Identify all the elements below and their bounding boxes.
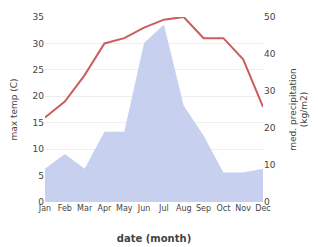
svg-text:med. precipitation(kg/m2): med. precipitation(kg/m2)	[288, 68, 310, 150]
svg-text:0: 0	[264, 197, 270, 207]
svg-text:Jan: Jan	[38, 204, 51, 213]
svg-text:20: 20	[264, 123, 276, 133]
svg-text:May: May	[116, 204, 133, 213]
svg-text:Mar: Mar	[77, 204, 93, 213]
svg-text:Nov: Nov	[235, 204, 251, 213]
svg-text:30: 30	[264, 86, 276, 96]
svg-text:date (month): date (month)	[117, 233, 191, 244]
svg-text:15: 15	[33, 118, 44, 128]
svg-text:Aug: Aug	[176, 204, 192, 213]
svg-text:30: 30	[33, 39, 45, 49]
svg-text:35: 35	[33, 12, 44, 22]
svg-text:Feb: Feb	[58, 204, 72, 213]
svg-text:5: 5	[38, 171, 44, 181]
svg-text:Sep: Sep	[196, 204, 211, 213]
svg-text:50: 50	[264, 12, 276, 22]
svg-text:10: 10	[33, 144, 45, 154]
svg-text:Apr: Apr	[98, 204, 113, 213]
svg-text:10: 10	[264, 160, 276, 170]
svg-text:Dec: Dec	[255, 204, 270, 213]
svg-text:20: 20	[33, 91, 45, 101]
svg-text:Oct: Oct	[216, 204, 230, 213]
svg-text:40: 40	[264, 49, 276, 59]
svg-text:Jun: Jun	[137, 204, 151, 213]
svg-text:25: 25	[33, 65, 44, 75]
svg-text:max temp (C): max temp (C)	[9, 78, 19, 140]
svg-text:0: 0	[38, 197, 44, 207]
svg-text:Jul: Jul	[158, 204, 169, 213]
